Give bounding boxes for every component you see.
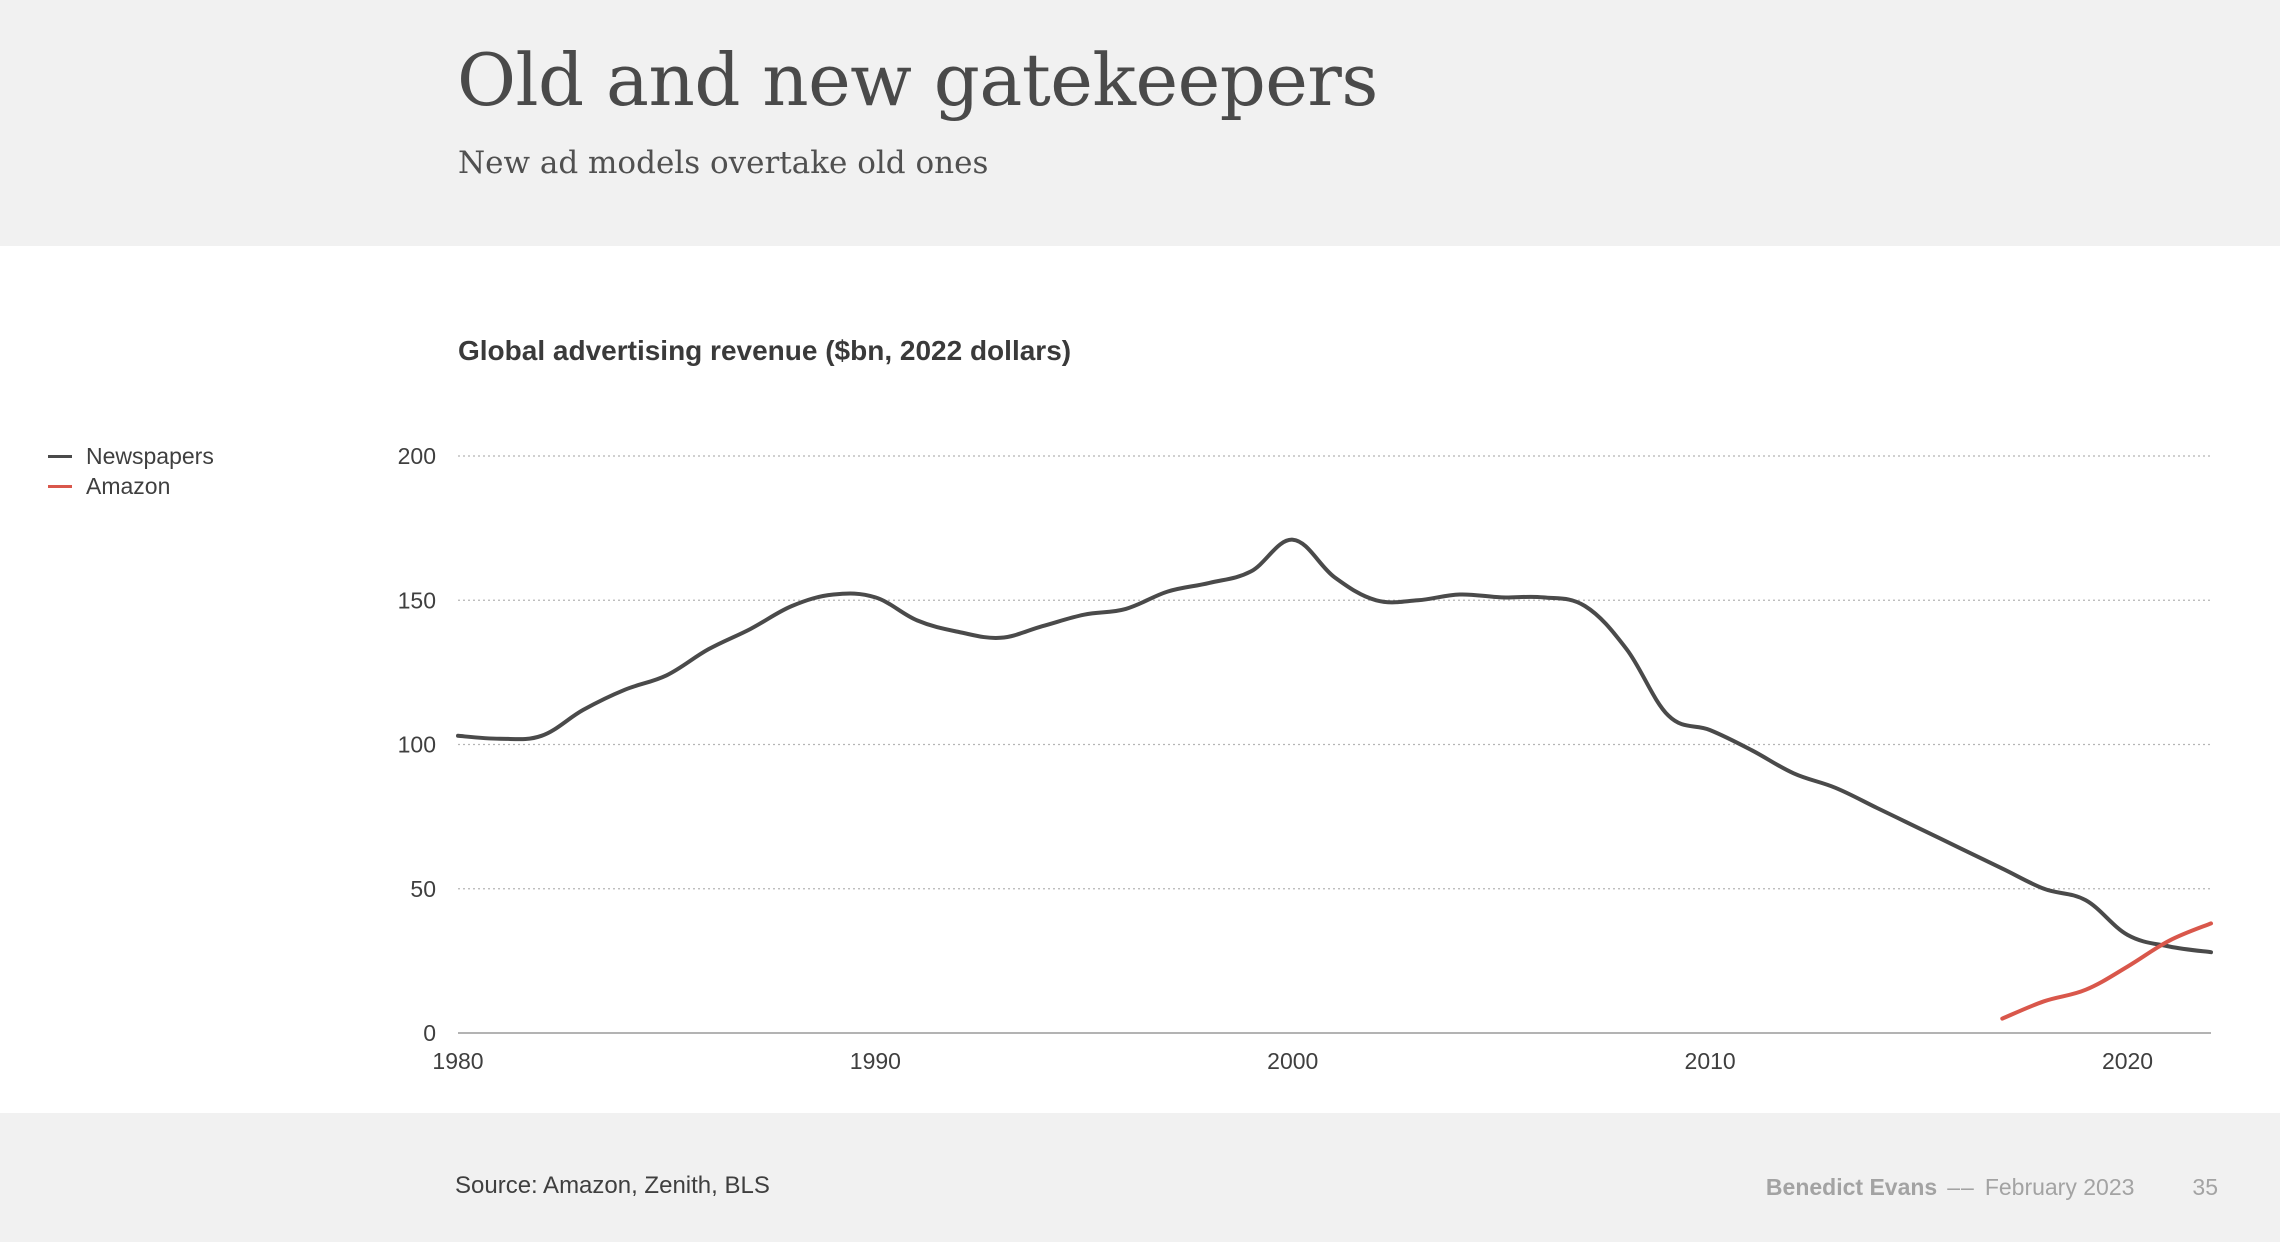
source-note: Source: Amazon, Zenith, BLS [455, 1172, 770, 1199]
slide-title: Old and new gatekeepers [457, 38, 1378, 122]
chart-legend: Newspapers Amazon [48, 441, 214, 501]
y-tick-label-0: 0 [423, 1020, 436, 1046]
footer-date: February 2023 [1984, 1174, 2135, 1200]
legend-item-amazon: Amazon [48, 471, 214, 501]
x-tick-label-1990: 1990 [850, 1048, 901, 1074]
chart-title: Global advertising revenue ($bn, 2022 do… [458, 335, 1072, 366]
series-line-newspapers [456, 537, 2213, 955]
legend-swatch-amazon [48, 484, 72, 488]
x-tick-label-2010: 2010 [1685, 1048, 1736, 1074]
legend-swatch-newspapers [48, 454, 72, 458]
y-tick-label-100: 100 [398, 732, 436, 758]
x-tick-label-2000: 2000 [1267, 1048, 1318, 1074]
y-tick-label-50: 50 [410, 876, 436, 902]
footer-band [0, 1113, 2280, 1242]
y-tick-label-200: 200 [398, 443, 436, 469]
x-tick-label-1980: 1980 [432, 1048, 483, 1074]
header-band [0, 0, 2280, 246]
slide-subtitle: New ad models overtake old ones [458, 145, 989, 181]
footer-separator: –– [1947, 1174, 1975, 1200]
author-name: Benedict Evans [1765, 1174, 1938, 1200]
legend-label-amazon: Amazon [86, 472, 171, 499]
x-tick-label-2020: 2020 [2102, 1048, 2153, 1074]
page-number: 35 [2192, 1174, 2218, 1200]
series-line-amazon [2000, 921, 2213, 1021]
legend-item-newspapers: Newspapers [48, 441, 214, 471]
footer-credit: Benedict Evans –– February 2023 35 [1766, 1174, 2218, 1201]
y-tick-label-150: 150 [398, 587, 436, 613]
legend-label-newspapers: Newspapers [86, 442, 214, 469]
